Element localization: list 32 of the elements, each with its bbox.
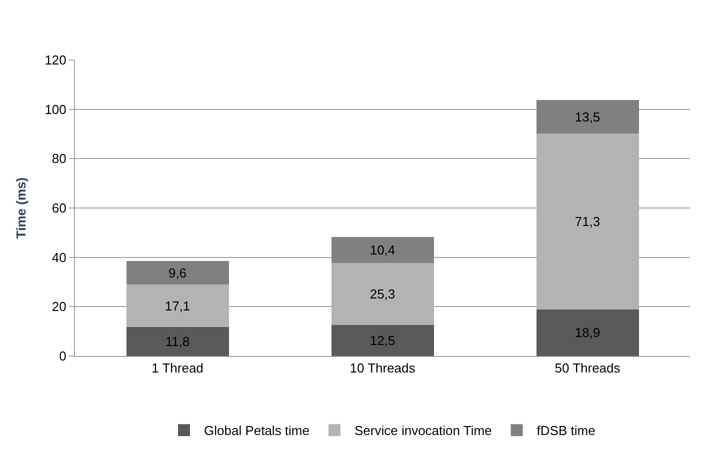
data-label: 71,3 [574,214,600,229]
legend-label: Global Petals time [204,423,310,438]
bar [126,261,229,285]
y-tick-label: 20 [52,299,66,314]
data-label: 11,8 [165,334,190,349]
bar [331,325,434,356]
data-label: 25,3 [370,286,396,302]
y-tick-label: 0 [59,348,66,364]
legend-label: fDSB time [536,423,596,438]
x-tick-label: 10 Threads [350,360,416,376]
data-label: 12,5 [370,333,396,348]
data-label: 9,6 [168,265,187,280]
y-tick-label: 40 [52,250,66,265]
data-label: 10,4 [370,242,396,258]
bar [126,284,229,327]
x-tick-label: 50 Threads [554,360,621,376]
legend-label: Service invocation Time [354,423,492,438]
data-label: 13,5 [574,109,600,124]
y-tick-label: 120 [44,52,66,68]
bar [126,326,229,356]
y-tick-label: 80 [52,151,66,166]
y-tick-label: 100 [44,102,66,117]
bar [536,134,639,310]
y-tick-label: 60 [52,200,66,216]
y-axis-title: Time (ms) [14,177,29,239]
bar [331,237,434,263]
bar [331,262,434,326]
x-tick-label: 1 Thread [152,360,204,376]
data-label: 17,1 [164,298,190,314]
bar [536,100,639,134]
data-label: 18,9 [574,325,600,340]
bar [536,309,639,356]
